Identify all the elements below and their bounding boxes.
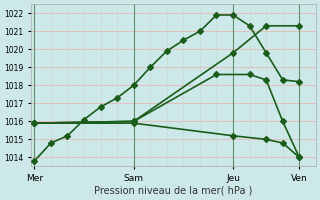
X-axis label: Pression niveau de la mer( hPa ): Pression niveau de la mer( hPa ): [94, 186, 252, 196]
